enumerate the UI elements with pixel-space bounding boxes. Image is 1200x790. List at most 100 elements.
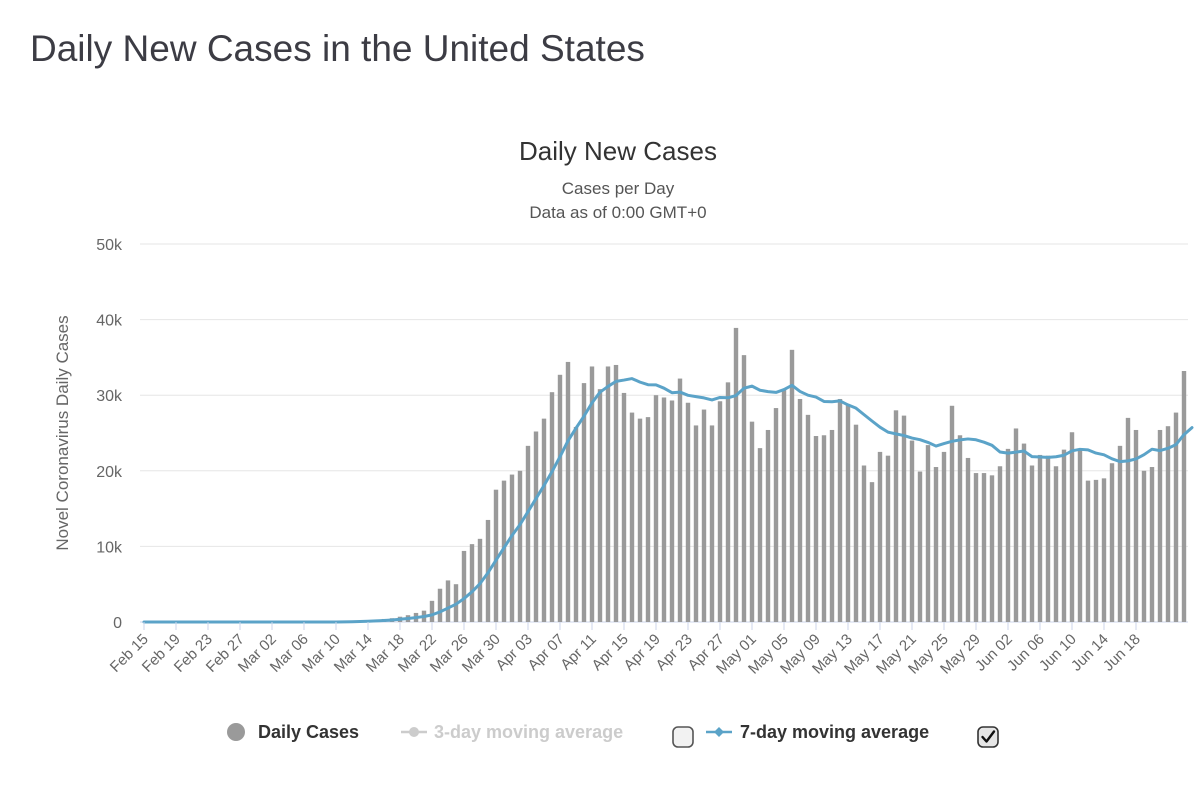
daily-cases-bar[interactable] <box>629 412 635 622</box>
daily-cases-bar[interactable] <box>477 538 483 622</box>
daily-cases-bar[interactable] <box>693 425 699 622</box>
daily-cases-bar[interactable] <box>1021 443 1027 622</box>
daily-cases-bar[interactable] <box>437 588 443 622</box>
daily-cases-bar[interactable] <box>1101 478 1107 622</box>
daily-cases-bar[interactable] <box>941 451 947 622</box>
daily-cases-bar[interactable] <box>613 364 619 622</box>
daily-cases-bar[interactable] <box>541 418 547 622</box>
daily-cases-bar[interactable] <box>805 414 811 622</box>
daily-cases-bar[interactable] <box>429 600 435 622</box>
daily-cases-bar[interactable] <box>677 378 683 622</box>
daily-cases-bar[interactable] <box>933 467 939 622</box>
seven-day-average-line[interactable] <box>142 377 1194 624</box>
daily-cases-bar[interactable] <box>773 408 779 622</box>
daily-cases-bar[interactable] <box>829 429 835 622</box>
daily-cases-bar[interactable] <box>1061 449 1067 622</box>
daily-cases-bar[interactable] <box>1005 448 1011 622</box>
daily-cases-bar[interactable] <box>1165 426 1171 622</box>
daily-cases-bar[interactable] <box>869 482 875 622</box>
daily-cases-bar[interactable] <box>557 374 563 622</box>
daily-cases-bar[interactable] <box>709 425 715 622</box>
daily-cases-bar[interactable] <box>1149 467 1155 622</box>
daily-cases-bar[interactable] <box>973 473 979 622</box>
daily-cases-bar[interactable] <box>1037 454 1043 622</box>
daily-cases-bar[interactable] <box>925 445 931 622</box>
daily-cases-bar[interactable] <box>1125 417 1131 622</box>
daily-cases-bar[interactable] <box>885 455 891 622</box>
legend-item-3-day-average[interactable]: 3-day moving average <box>401 722 623 742</box>
daily-cases-bar[interactable] <box>1069 432 1075 622</box>
daily-cases-bar[interactable] <box>1045 455 1051 622</box>
daily-cases-bar[interactable] <box>621 392 627 622</box>
daily-cases-bar[interactable] <box>1093 479 1099 622</box>
daily-cases-bar[interactable] <box>1141 470 1147 622</box>
daily-cases-bar[interactable] <box>741 355 747 622</box>
daily-cases-bar[interactable] <box>1053 466 1059 622</box>
daily-cases-bar[interactable] <box>525 445 531 622</box>
daily-cases-bar[interactable] <box>669 400 675 622</box>
daily-cases-bar[interactable] <box>893 410 899 622</box>
daily-cases-bar[interactable] <box>877 451 883 622</box>
daily-cases-bar[interactable] <box>853 424 859 622</box>
daily-cases-bar[interactable] <box>1181 371 1187 622</box>
daily-cases-bar[interactable] <box>565 361 571 622</box>
daily-cases-bar[interactable] <box>517 470 523 622</box>
checkbox-7-day-average[interactable] <box>977 726 999 748</box>
daily-cases-bar[interactable] <box>909 440 915 622</box>
daily-cases-bar[interactable] <box>493 489 499 622</box>
daily-cases-bar[interactable] <box>1029 465 1035 622</box>
daily-cases-bar[interactable] <box>989 475 995 622</box>
legend-item-daily-cases[interactable]: Daily Cases <box>227 722 359 742</box>
daily-cases-bar[interactable] <box>653 395 659 622</box>
moving-average-line-group[interactable] <box>142 377 1194 624</box>
daily-cases-bar[interactable] <box>949 405 955 622</box>
daily-cases-bar[interactable] <box>1085 480 1091 622</box>
daily-cases-bar[interactable] <box>821 435 827 622</box>
checkbox-3-day-average[interactable] <box>672 726 694 748</box>
legend-item-7-day-average[interactable]: 7-day moving average <box>706 722 929 742</box>
daily-cases-bar[interactable] <box>957 435 963 622</box>
daily-cases-bar[interactable] <box>1173 412 1179 622</box>
daily-cases-bar[interactable] <box>797 398 803 622</box>
daily-cases-bar[interactable] <box>533 431 539 622</box>
daily-cases-bar[interactable] <box>813 436 819 622</box>
daily-cases-bar[interactable] <box>725 382 731 622</box>
daily-cases-bar[interactable] <box>589 366 595 622</box>
daily-cases-bar[interactable] <box>1117 445 1123 622</box>
daily-cases-bar[interactable] <box>661 397 667 622</box>
daily-cases-bar[interactable] <box>597 389 603 622</box>
daily-cases-bar[interactable] <box>917 471 923 622</box>
daily-cases-bar[interactable] <box>573 426 579 622</box>
daily-cases-bar[interactable] <box>645 417 651 622</box>
daily-cases-bar[interactable] <box>837 398 843 622</box>
daily-cases-bar[interactable] <box>1133 429 1139 622</box>
daily-cases-bar[interactable] <box>789 349 795 622</box>
daily-cases-bar[interactable] <box>965 457 971 622</box>
daily-cases-bar[interactable] <box>581 383 587 622</box>
daily-cases-bar[interactable] <box>845 404 851 622</box>
daily-cases-bar[interactable] <box>901 415 907 622</box>
daily-cases-bar[interactable] <box>749 421 755 622</box>
daily-cases-bar[interactable] <box>1013 428 1019 622</box>
daily-cases-bar[interactable] <box>997 466 1003 622</box>
daily-cases-bar[interactable] <box>1157 429 1163 622</box>
daily-cases-bar[interactable] <box>1109 463 1115 622</box>
daily-cases-bar[interactable] <box>685 402 691 622</box>
daily-cases-bar[interactable] <box>781 389 787 622</box>
daily-cases-bar[interactable] <box>733 327 739 622</box>
daily-cases-bar[interactable] <box>717 401 723 622</box>
daily-cases-bar[interactable] <box>765 429 771 622</box>
daily-cases-bar[interactable] <box>605 366 611 622</box>
daily-cases-bar[interactable] <box>981 473 987 622</box>
daily-cases-bar[interactable] <box>549 392 555 622</box>
daily-cases-bar[interactable] <box>701 409 707 622</box>
daily-cases-bar[interactable] <box>757 448 763 622</box>
daily-cases-bar[interactable] <box>469 544 475 622</box>
daily-cases-bars[interactable] <box>341 327 1187 622</box>
daily-cases-bar[interactable] <box>1077 449 1083 622</box>
daily-cases-bar[interactable] <box>501 480 507 622</box>
daily-cases-bar[interactable] <box>637 418 643 622</box>
daily-cases-bar[interactable] <box>445 580 451 622</box>
daily-cases-bar[interactable] <box>509 474 515 622</box>
daily-cases-bar[interactable] <box>861 465 867 622</box>
